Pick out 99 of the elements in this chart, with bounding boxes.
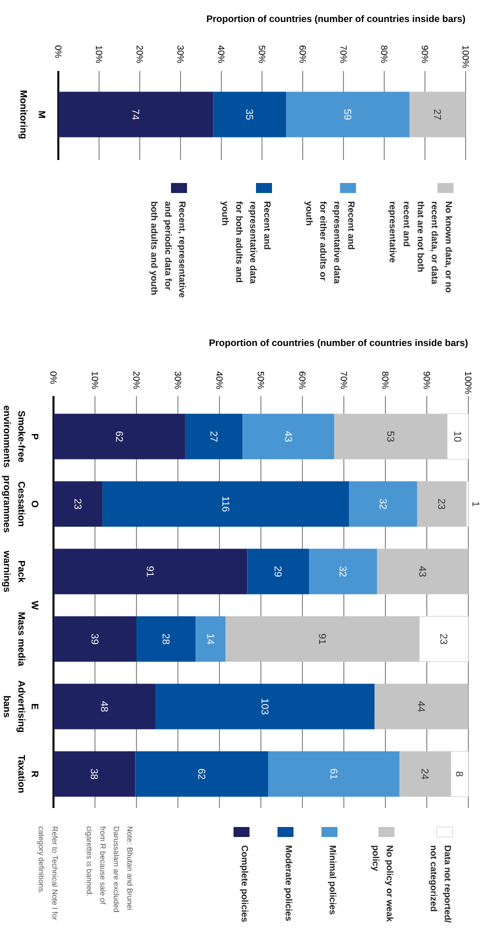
annotation: 38 — [90, 768, 98, 780]
x-tick-label: 70% — [340, 46, 347, 63]
bar — [54, 616, 136, 662]
x-tick-label: 30% — [177, 46, 184, 63]
annotation: 32 — [339, 566, 347, 577]
annotation: 23 — [74, 498, 82, 510]
annotation: 39 — [91, 634, 99, 644]
y-tick-label: Mass media — [18, 612, 26, 666]
x-tick-label: 20% — [136, 46, 143, 63]
annotation: 103 — [262, 698, 269, 714]
x-tick-label: 40% — [216, 371, 223, 389]
x-tick-label: 50% — [258, 46, 266, 63]
annotation: 44 — [418, 701, 425, 712]
annotation: 24 — [422, 768, 429, 780]
annotation: 28 — [162, 634, 170, 644]
y-tick-label: Advertising bans — [4, 680, 26, 732]
annotation: 53 — [387, 431, 394, 442]
legend-label: Moderate policies — [284, 846, 292, 921]
annotation: 43 — [419, 566, 426, 577]
x-axis-title: Proportion of countries (number of countries inside bars) — [206, 15, 466, 24]
bar — [136, 616, 196, 662]
bar — [309, 548, 378, 594]
x-tick-label: 50% — [258, 372, 264, 389]
x-tick-label: 30% — [174, 372, 182, 389]
legend-label: Recent and representative data for both adults and youth — [220, 201, 271, 284]
y-tick-label: Pack warnings — [2, 550, 26, 592]
bar — [374, 684, 468, 730]
text: R — [32, 771, 38, 778]
bar — [54, 414, 186, 460]
bar — [196, 616, 226, 662]
annotation: 14 — [207, 634, 214, 644]
text: P — [32, 434, 38, 440]
bar — [242, 414, 334, 460]
legend-label: Recent, representative and periodic data for both adults and youth — [149, 201, 186, 298]
bar — [349, 481, 418, 527]
annotation: 10 — [454, 432, 462, 442]
annotation: 59 — [344, 109, 352, 120]
x-tick-label: 80% — [381, 46, 388, 63]
annotation: 23 — [440, 634, 448, 644]
legend-label: Complete policies — [240, 846, 248, 922]
x-tick-label: 40% — [218, 45, 224, 63]
x-tick-label: 10% — [92, 372, 98, 389]
x-tick-label: 100% — [465, 372, 472, 394]
annotation: 43 — [284, 431, 292, 442]
x-tick-label: 100% — [462, 46, 469, 68]
y-tick-label: Cessation programmes — [2, 476, 26, 532]
bar — [54, 684, 156, 730]
annotation: 23 — [438, 498, 446, 510]
annotation: 32 — [380, 498, 387, 510]
annotation: 62 — [198, 768, 206, 780]
bar — [54, 548, 248, 594]
x-tick-label: 0% — [50, 372, 57, 384]
text: W — [32, 600, 38, 610]
bar — [247, 548, 310, 594]
legend-label: No policy or weak policy — [370, 846, 394, 922]
text: E — [32, 704, 38, 710]
bar — [409, 92, 466, 138]
annotation: 29 — [274, 566, 282, 577]
y-tick-label: Monitoring — [18, 90, 28, 138]
bar — [268, 751, 400, 797]
bar — [54, 481, 102, 527]
legend-label: Minimal policies — [328, 846, 336, 914]
x-tick-label: 0% — [55, 46, 62, 58]
annotation: 27 — [434, 109, 442, 120]
bar — [377, 548, 468, 594]
annotation: 62 — [116, 431, 123, 442]
bar — [54, 751, 136, 797]
x-tick-label: 90% — [424, 372, 430, 389]
annotation: 48 — [100, 701, 108, 712]
x-tick-label: 80% — [382, 372, 389, 389]
bar — [156, 684, 375, 730]
annotation: 8 — [456, 772, 464, 776]
bar — [58, 92, 214, 138]
annotation: 91 — [318, 634, 326, 644]
annotation: 27 — [210, 431, 218, 442]
annotation: 35 — [246, 109, 254, 120]
x-tick-label: 60% — [299, 372, 306, 389]
text: O — [32, 500, 38, 508]
x-tick-label: 10% — [96, 46, 102, 63]
bar — [213, 92, 286, 138]
x-tick-label: 70% — [340, 372, 348, 389]
annotation: 116 — [222, 496, 230, 512]
y-tick-label: Smoke-free environments — [4, 406, 26, 468]
annotation: 61 — [330, 768, 338, 780]
bar — [135, 751, 268, 797]
x-tick-label: 90% — [422, 46, 428, 63]
x-tick-label: 20% — [133, 372, 140, 389]
y-tick-label: Taxation — [18, 754, 26, 793]
x-tick-label: 60% — [300, 46, 306, 63]
legend-label: Recent and representative data for either adults or youth — [304, 201, 355, 284]
text: 1 — [472, 502, 480, 506]
annotation: 74 — [132, 109, 140, 120]
text: M — [38, 111, 46, 118]
x-axis-title: Proportion of countries (number of countries inside bars) — [210, 339, 468, 348]
bar — [286, 92, 410, 138]
bar — [185, 414, 243, 460]
annotation: 91 — [146, 566, 154, 577]
bar — [417, 481, 466, 527]
bar — [102, 481, 350, 527]
